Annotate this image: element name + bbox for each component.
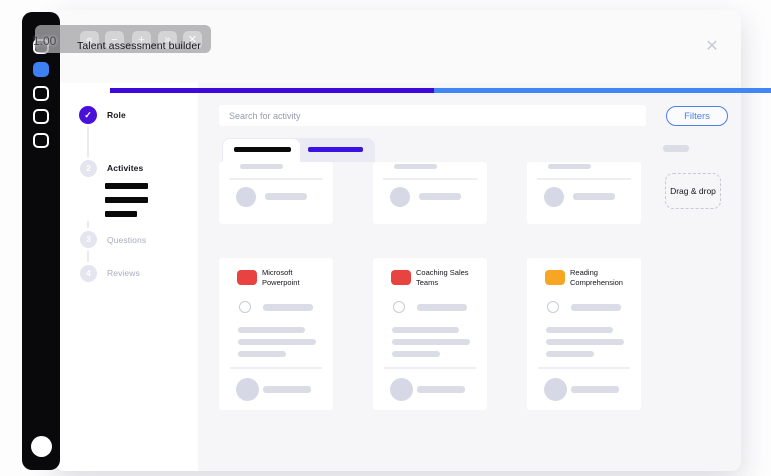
step-detail-skeleton-line xyxy=(105,197,148,203)
activity-card-reading-comprehension[interactable]: Reading Comprehension xyxy=(527,258,641,410)
skeleton-text-bar xyxy=(265,193,307,200)
step-questions-label: Questions xyxy=(107,235,147,245)
skeleton-text-bar xyxy=(238,351,286,357)
step-detail-skeleton-line xyxy=(105,183,148,189)
skeleton-text-bar xyxy=(238,339,316,345)
modal-title: Talent assessment builder xyxy=(77,40,201,52)
skeleton-text-bar xyxy=(419,193,461,200)
avatar xyxy=(544,378,567,401)
category-tabbar xyxy=(222,138,375,162)
card-divider xyxy=(384,367,476,369)
skeleton-text-bar xyxy=(571,304,621,311)
activity-card-title: Microsoft Powerpoint xyxy=(262,268,300,287)
step-connector xyxy=(87,127,89,157)
activity-radio[interactable] xyxy=(393,301,405,313)
card-divider xyxy=(538,367,630,369)
card-divider xyxy=(230,367,322,369)
sidebar-square-icon-active[interactable] xyxy=(33,62,49,77)
card-divider xyxy=(229,178,323,180)
activity-icon xyxy=(391,270,411,285)
avatar xyxy=(544,187,564,207)
activity-radio[interactable] xyxy=(239,301,251,313)
skeleton-title-bar xyxy=(548,164,591,169)
step-activities-label: Activites xyxy=(107,163,144,173)
skeleton-card[interactable] xyxy=(373,162,487,224)
skeleton-card[interactable] xyxy=(527,162,641,224)
skeleton-text-bar xyxy=(263,386,311,393)
filters-button-label: Filters xyxy=(684,110,710,122)
close-icon[interactable]: ✕ xyxy=(705,38,719,55)
stepper-panel xyxy=(55,83,198,471)
tab-first[interactable] xyxy=(223,139,300,162)
skeleton-text-bar xyxy=(238,327,305,333)
sidebar-square-icon[interactable] xyxy=(33,109,49,124)
avatar xyxy=(390,187,410,207)
activity-card-coaching-sales-teams[interactable]: Coaching Sales Teams xyxy=(373,258,487,410)
drag-drop-label: Drag & drop xyxy=(670,185,716,196)
step-role-label: Role xyxy=(107,110,126,120)
skeleton-title-bar xyxy=(394,164,437,169)
card-divider xyxy=(383,178,477,180)
skeleton-title-bar xyxy=(240,164,283,169)
zoom-level-value: 1.00 xyxy=(33,34,57,48)
viewer-toolbar: « − + » ✕ xyxy=(35,25,211,53)
skeleton-text-bar xyxy=(392,327,459,333)
card-divider xyxy=(537,178,631,180)
skeleton-text-bar xyxy=(546,327,613,333)
step-questions-indicator[interactable]: 3 xyxy=(80,231,97,248)
activity-radio[interactable] xyxy=(547,301,559,313)
tab-first-skeleton-label xyxy=(234,147,291,152)
check-icon: ✓ xyxy=(84,109,92,120)
sidebar-circle-icon[interactable] xyxy=(31,436,52,457)
sidebar-square-icon[interactable] xyxy=(33,86,49,101)
skeleton-text-bar xyxy=(571,386,619,393)
sidebar-square-icon[interactable] xyxy=(33,133,49,148)
skeleton-text-bar xyxy=(417,304,467,311)
step-connector xyxy=(87,221,89,228)
mini-sidebar xyxy=(22,12,60,470)
skeleton-text-bar xyxy=(392,339,470,345)
skeleton-text-bar xyxy=(263,304,313,311)
zoom-out-icon[interactable]: − xyxy=(105,31,124,49)
tab-second-skeleton-label[interactable] xyxy=(308,147,363,152)
progress-segment-remaining xyxy=(434,88,771,93)
step-detail-skeleton-line xyxy=(105,211,137,217)
activity-card-title: Reading Comprehension xyxy=(570,268,623,287)
skeleton-card[interactable] xyxy=(219,162,333,224)
drag-drop-target[interactable]: Drag & drop xyxy=(665,173,721,209)
avatar xyxy=(236,187,256,207)
skeleton-text-bar xyxy=(546,339,624,345)
activity-card-title: Coaching Sales Teams xyxy=(416,268,469,287)
filters-button[interactable]: Filters xyxy=(666,106,728,126)
search-input[interactable] xyxy=(219,105,646,126)
skeleton-text-bar xyxy=(573,193,615,200)
activity-icon xyxy=(237,270,257,285)
sidebar-skeleton-bar xyxy=(663,145,689,152)
step-connector xyxy=(87,251,89,262)
activity-icon xyxy=(545,270,565,285)
next-page-icon[interactable]: » xyxy=(158,31,177,49)
step-role-indicator[interactable]: ✓ xyxy=(79,106,97,124)
avatar xyxy=(390,378,413,401)
avatar xyxy=(236,378,259,401)
step-reviews-label: Reviews xyxy=(107,268,140,278)
skeleton-text-bar xyxy=(392,351,440,357)
progress-bar xyxy=(110,88,771,93)
skeleton-text-bar xyxy=(417,386,465,393)
progress-segment-complete xyxy=(110,88,434,93)
prev-page-icon[interactable]: « xyxy=(80,31,99,49)
skeleton-text-bar xyxy=(546,351,594,357)
step-activities-indicator[interactable]: 2 xyxy=(80,160,97,177)
zoom-in-icon[interactable]: + xyxy=(132,31,151,49)
activity-card-microsoft-powerpoint[interactable]: Microsoft Powerpoint xyxy=(219,258,333,410)
step-reviews-indicator[interactable]: 4 xyxy=(80,265,97,282)
toolbar-close-icon[interactable]: ✕ xyxy=(183,31,202,49)
